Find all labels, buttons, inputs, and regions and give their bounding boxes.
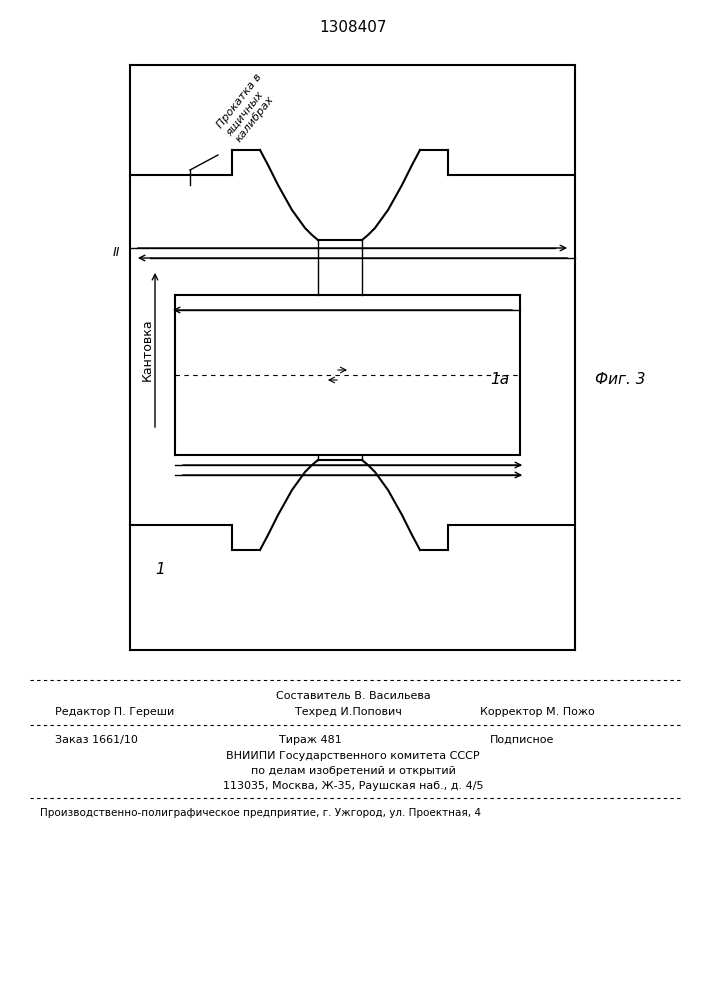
- Text: Техред И.Попович: Техред И.Попович: [295, 707, 402, 717]
- Text: по делам изобретений и открытий: по делам изобретений и открытий: [250, 766, 455, 776]
- Text: Фиг. 3: Фиг. 3: [595, 372, 645, 387]
- Text: ВНИИПИ Государственного комитета СССР: ВНИИПИ Государственного комитета СССР: [226, 751, 480, 761]
- Text: 1: 1: [155, 562, 165, 578]
- Text: Прокатка в
ящичных
калибрах: Прокатка в ящичных калибрах: [215, 72, 282, 144]
- Text: Производственно-полиграфическое предприятие, г. Ужгород, ул. Проектная, 4: Производственно-полиграфическое предприя…: [40, 808, 481, 818]
- Text: Подписное: Подписное: [490, 735, 554, 745]
- Text: Редактор П. Гереши: Редактор П. Гереши: [55, 707, 174, 717]
- Text: 1а: 1а: [490, 372, 509, 387]
- Text: Кантовка: Кантовка: [141, 319, 153, 381]
- Text: Составитель В. Васильева: Составитель В. Васильева: [276, 691, 431, 701]
- Text: 1308407: 1308407: [320, 20, 387, 35]
- Text: 113035, Москва, Ж-35, Раушская наб., д. 4/5: 113035, Москва, Ж-35, Раушская наб., д. …: [223, 781, 484, 791]
- Text: Корректор М. Пожо: Корректор М. Пожо: [480, 707, 595, 717]
- Text: II: II: [112, 246, 120, 259]
- Text: Тираж 481: Тираж 481: [279, 735, 341, 745]
- Text: Заказ 1661/10: Заказ 1661/10: [55, 735, 138, 745]
